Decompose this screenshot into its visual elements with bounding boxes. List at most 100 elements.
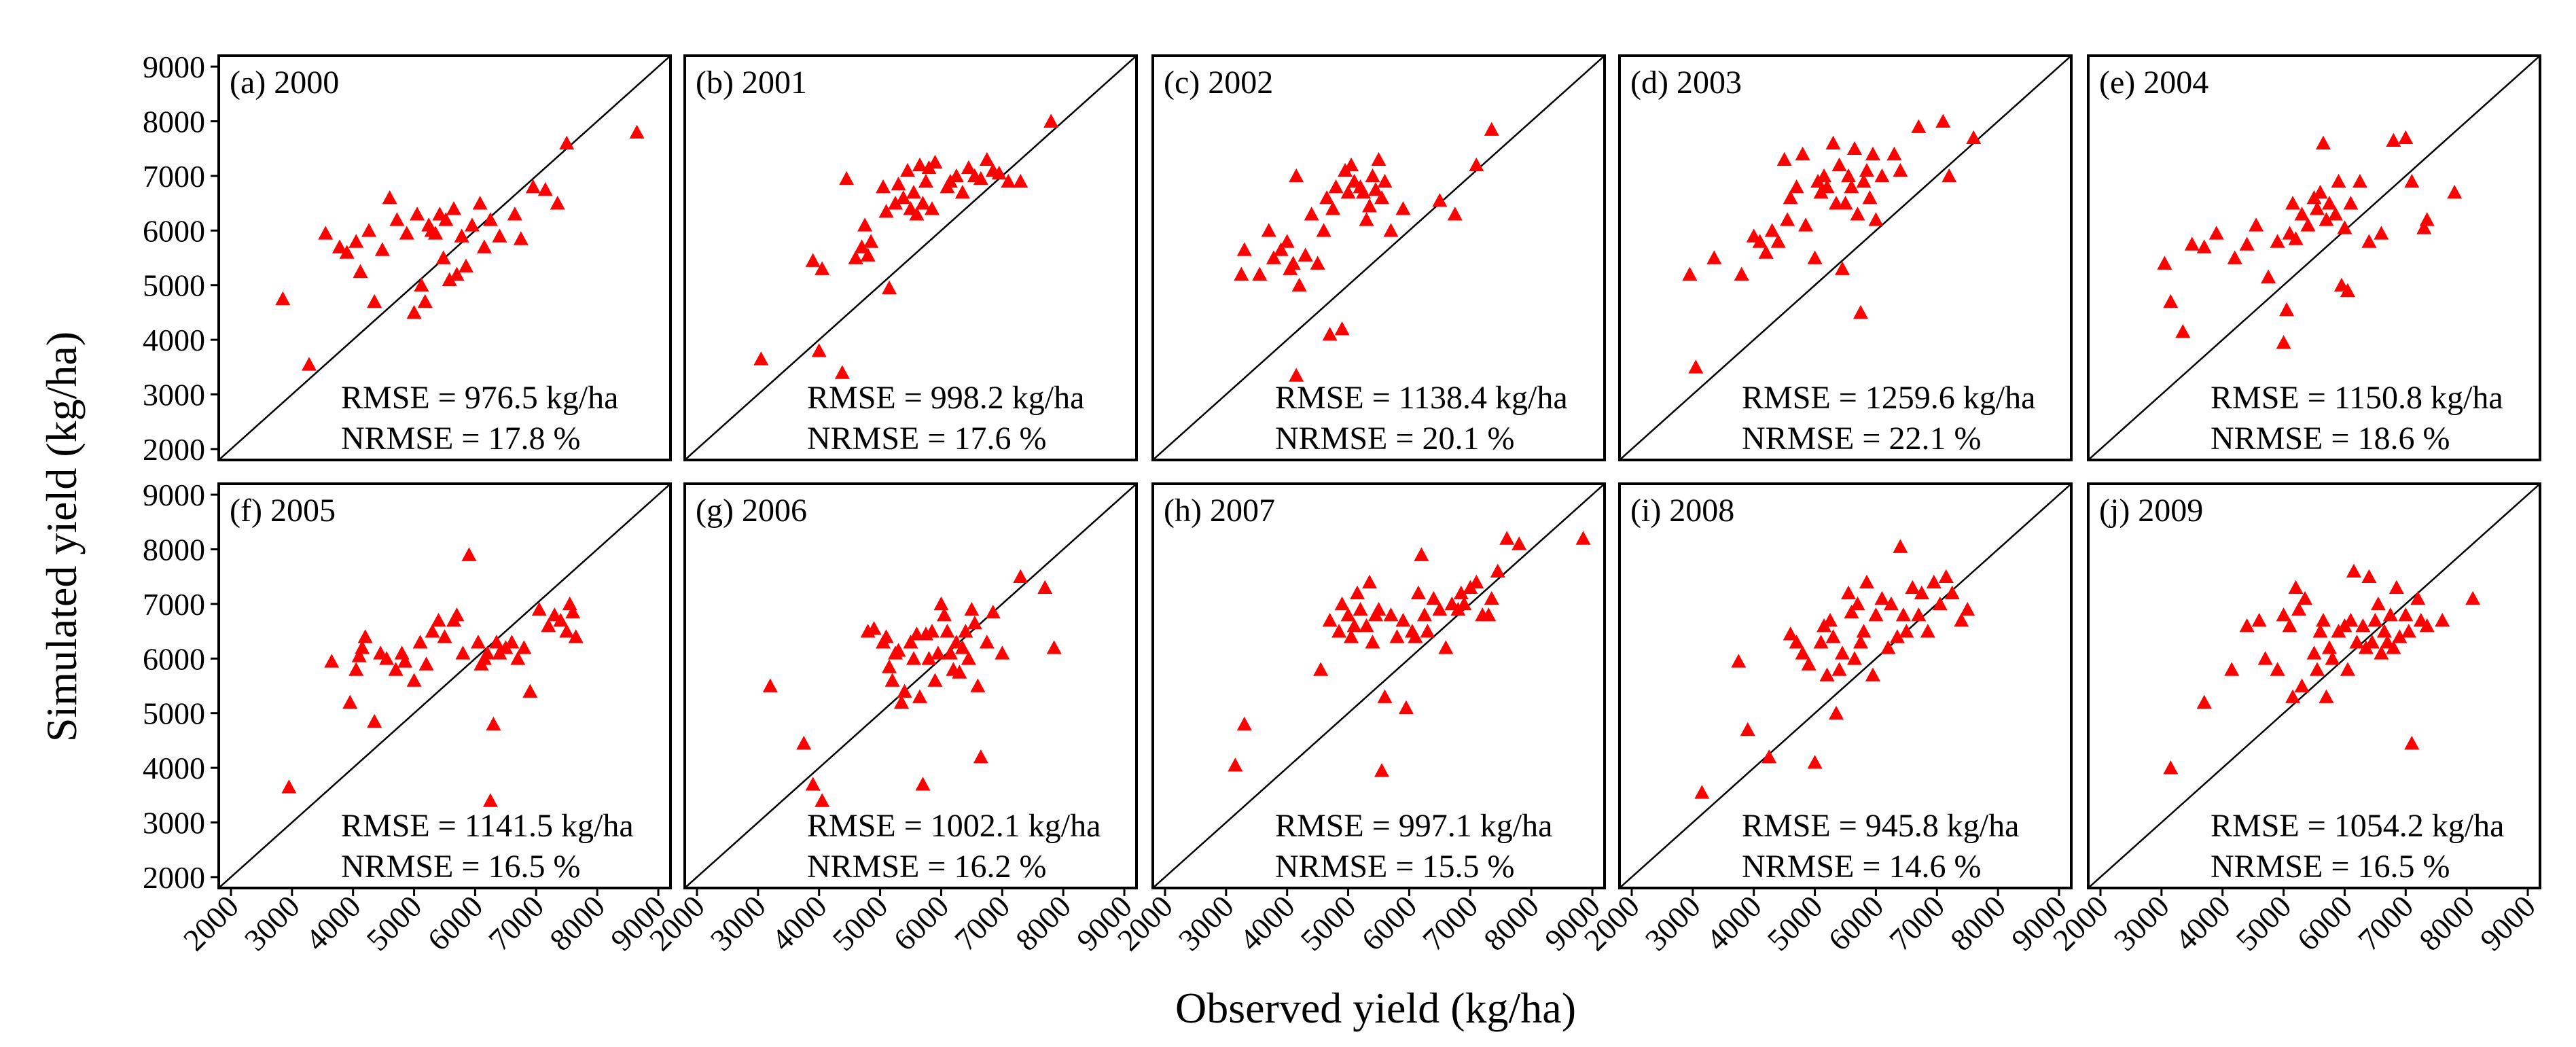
data-point bbox=[1865, 667, 1880, 681]
panel-title: (c) 2002 bbox=[1164, 65, 1273, 101]
data-point bbox=[418, 656, 434, 671]
data-point bbox=[1764, 223, 1780, 237]
data-point bbox=[1911, 607, 1927, 622]
data-point bbox=[488, 635, 504, 649]
data-point bbox=[353, 264, 368, 278]
x-tick-label: 5000 bbox=[360, 889, 429, 957]
data-point bbox=[2163, 760, 2179, 775]
data-point bbox=[2386, 132, 2401, 147]
data-point bbox=[1798, 217, 1814, 232]
data-point bbox=[948, 168, 964, 183]
data-point bbox=[888, 196, 904, 210]
scatter-panel: (e) 2004 RMSE = 1150.8 kg/ha NRMSE = 18.6 … bbox=[2087, 54, 2541, 461]
y-tick-label: 4000 bbox=[143, 751, 205, 785]
data-point bbox=[342, 694, 358, 709]
data-point bbox=[2261, 269, 2276, 283]
panel-title: (d) 2003 bbox=[1630, 65, 1742, 101]
data-point bbox=[1935, 113, 1951, 128]
data-point bbox=[2398, 130, 2414, 144]
data-point bbox=[1291, 277, 1307, 292]
data-point bbox=[2401, 624, 2416, 638]
data-point bbox=[1920, 624, 1935, 638]
one-to-one-line bbox=[219, 484, 670, 888]
data-point bbox=[1261, 223, 1276, 237]
data-point bbox=[1819, 667, 1835, 681]
data-point bbox=[1770, 234, 1786, 248]
data-point bbox=[1319, 190, 1335, 205]
data-point bbox=[2319, 689, 2334, 703]
rmse-label: RMSE = 997.1 kg/ha bbox=[1275, 808, 1552, 844]
data-point bbox=[1469, 574, 1484, 589]
rmse-label: RMSE = 1138.4 kg/ha bbox=[1275, 380, 1568, 416]
data-point bbox=[399, 226, 414, 240]
data-point bbox=[412, 635, 428, 649]
x-tick-label: 5000 bbox=[1294, 889, 1363, 957]
data-point bbox=[1228, 758, 1243, 772]
x-tick-label: 9000 bbox=[2473, 889, 2542, 957]
data-point bbox=[1484, 590, 1499, 605]
panel-frame bbox=[2087, 482, 2541, 889]
panel-title: (f) 2005 bbox=[230, 493, 336, 529]
x-tick-label: 7000 bbox=[1416, 889, 1484, 957]
data-point bbox=[480, 645, 495, 660]
data-point bbox=[915, 777, 931, 791]
data-point bbox=[1868, 212, 1884, 226]
data-point bbox=[1344, 629, 1359, 643]
panel-frame bbox=[1618, 54, 2073, 461]
data-point bbox=[815, 261, 830, 275]
data-point bbox=[1831, 157, 1847, 172]
x-tick-label: 4000 bbox=[2168, 889, 2237, 957]
data-point bbox=[2374, 226, 2389, 240]
data-point bbox=[2404, 173, 2420, 188]
data-point bbox=[1266, 250, 1281, 264]
data-point bbox=[379, 651, 395, 665]
nrmse-label: NRMSE = 22.1 % bbox=[1742, 421, 1981, 457]
data-point bbox=[2435, 613, 2450, 627]
data-point bbox=[995, 645, 1010, 660]
data-point bbox=[2447, 185, 2463, 199]
one-to-one-line bbox=[685, 484, 1137, 888]
data-point bbox=[860, 247, 876, 262]
data-point bbox=[2343, 196, 2359, 210]
x-tick-label: 3000 bbox=[1172, 889, 1240, 957]
data-point bbox=[909, 207, 925, 221]
data-point bbox=[1365, 168, 1380, 183]
x-tick-label: 8000 bbox=[1009, 889, 1077, 957]
data-point bbox=[275, 291, 291, 306]
data-point bbox=[1374, 763, 1389, 777]
data-point bbox=[417, 294, 433, 308]
x-tick-label: 6000 bbox=[1821, 889, 1890, 957]
data-point bbox=[2465, 590, 2481, 605]
one-to-one-line bbox=[685, 56, 1137, 460]
y-tick-label: 4000 bbox=[143, 323, 205, 357]
data-point bbox=[486, 716, 501, 731]
data-point bbox=[1395, 201, 1411, 215]
data-point bbox=[2157, 255, 2172, 270]
data-point bbox=[1395, 613, 1411, 627]
x-tick-label: 8000 bbox=[1477, 889, 1545, 957]
data-point bbox=[2285, 196, 2301, 210]
data-point bbox=[915, 196, 931, 210]
nrmse-label: NRMSE = 16.5 % bbox=[2211, 849, 2450, 885]
data-point bbox=[507, 207, 522, 221]
data-point bbox=[854, 239, 870, 253]
scatter-panel: (c) 2002 RMSE = 1138.4 kg/ha NRMSE = 20.1 … bbox=[1151, 54, 1606, 461]
data-point bbox=[954, 185, 970, 199]
data-point bbox=[1234, 266, 1249, 281]
data-point bbox=[2321, 196, 2337, 210]
data-point bbox=[2196, 239, 2212, 253]
data-point bbox=[318, 226, 334, 240]
data-point bbox=[458, 258, 473, 272]
data-point bbox=[357, 629, 373, 643]
data-point bbox=[367, 294, 382, 308]
data-point bbox=[2297, 590, 2313, 605]
data-point bbox=[1344, 157, 1359, 172]
data-point bbox=[2300, 217, 2316, 232]
nrmse-label: NRMSE = 16.5 % bbox=[341, 849, 580, 885]
data-point bbox=[930, 645, 946, 660]
data-point bbox=[1886, 146, 1902, 161]
x-tick-label: 3000 bbox=[238, 889, 306, 957]
x-tick-label: 3000 bbox=[704, 889, 772, 957]
data-point bbox=[406, 304, 422, 319]
